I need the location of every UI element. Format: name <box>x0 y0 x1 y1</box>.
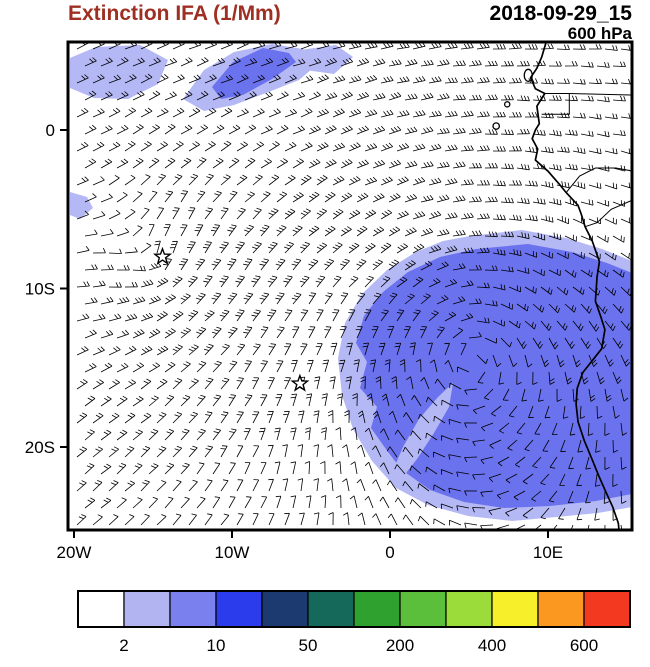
y-axis-tick-label: 10S <box>25 280 55 299</box>
x-axis-tick-label: 20W <box>57 543 92 562</box>
map-frame <box>66 40 634 532</box>
sao-tome-island <box>492 122 501 130</box>
country-border <box>569 93 631 96</box>
colorbar-label: 10 <box>207 636 226 655</box>
shaded-region-light <box>70 45 168 99</box>
principe-island <box>503 101 511 108</box>
plot-title: Extinction IFA (1/Mm) <box>68 2 281 25</box>
colorbar-box <box>169 590 217 628</box>
colorbar-box <box>445 590 493 628</box>
colorbar: 2 10 50 200 400 600 <box>77 590 631 655</box>
shaded-region-light <box>390 383 453 477</box>
axes: 20W 10W 0 10E 0 10S 20S <box>25 121 563 562</box>
wind-barbs-layer <box>76 43 631 529</box>
colorbar-label: 400 <box>478 636 506 655</box>
colorbar-box <box>491 590 539 628</box>
colorbar-box <box>307 590 355 628</box>
colorbar-label: 200 <box>386 636 414 655</box>
shaded-region-light <box>70 192 93 219</box>
colorbar-box <box>537 590 585 628</box>
colorbar-box <box>123 590 171 628</box>
station-ascension-marker <box>152 246 173 265</box>
x-axis-tick-label: 10W <box>215 543 250 562</box>
colorbar-box <box>215 590 263 628</box>
bioko-island <box>523 68 533 82</box>
country-border <box>584 200 631 228</box>
colorbar-label: 600 <box>570 636 598 655</box>
colorbar-outline <box>77 590 631 628</box>
shaded-region-mid <box>212 48 296 99</box>
country-border <box>565 167 631 193</box>
pressure-level-label: 600 hPa <box>567 24 632 43</box>
colorbar-label: 2 <box>119 636 128 655</box>
colorbar-box <box>583 590 631 628</box>
colorbar-box <box>399 590 447 628</box>
country-border <box>541 93 570 115</box>
plot-datetime: 2018-09-29_15 <box>489 2 632 25</box>
x-axis-tick-label: 10E <box>533 543 563 562</box>
y-axis-tick-label: 0 <box>46 121 55 140</box>
station-st-helena-marker <box>290 373 310 392</box>
colorbar-label: 50 <box>299 636 318 655</box>
y-axis-tick-label: 20S <box>25 438 55 457</box>
colorbar-box <box>353 590 401 628</box>
x-axis-tick-label: 0 <box>385 543 394 562</box>
colorbar-box <box>261 590 309 628</box>
colorbar-box <box>77 590 125 628</box>
extinction-shading-layer <box>70 44 631 521</box>
shaded-region-light <box>300 45 353 74</box>
